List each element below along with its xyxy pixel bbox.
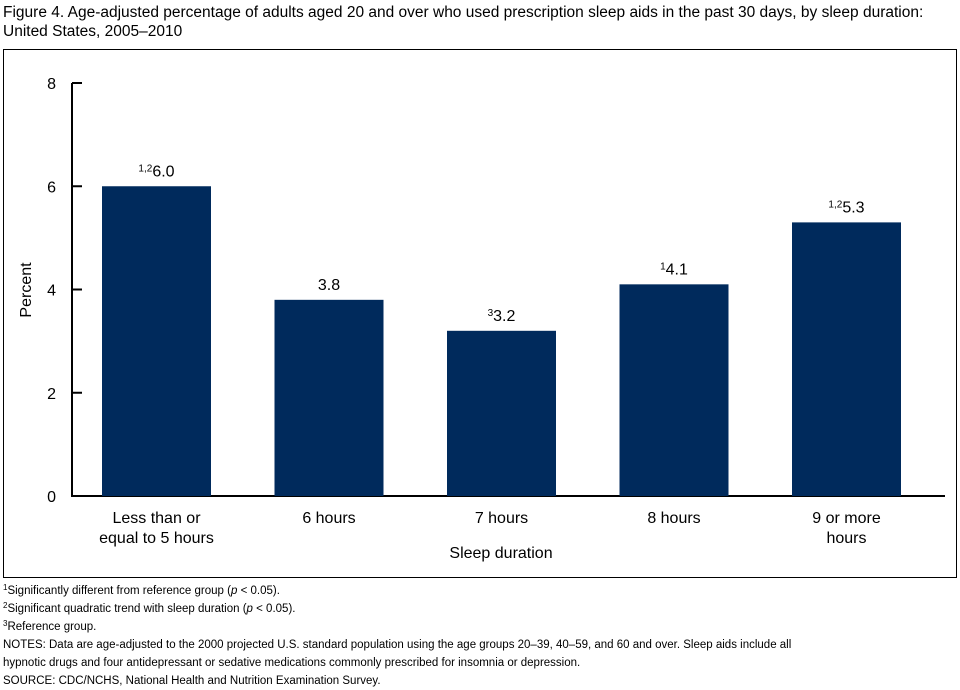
y-tick-label: 6 bbox=[47, 179, 56, 196]
chart-title: Figure 4. Age-adjusted percentage of adu… bbox=[3, 4, 924, 40]
x-axis-label: Sleep duration bbox=[449, 545, 552, 562]
p-symbol: p bbox=[230, 585, 238, 597]
notes-line: NOTES: Data are age-adjusted to the 2000… bbox=[3, 639, 792, 651]
data-label: 3.8 bbox=[318, 277, 340, 294]
footnote: 3Reference group. bbox=[3, 619, 97, 634]
footnote: 1Significantly different from reference … bbox=[3, 583, 280, 598]
data-label-superscript: 1,2 bbox=[138, 163, 152, 174]
data-label: 1,25.3 bbox=[828, 199, 864, 216]
y-tick-label: 2 bbox=[47, 386, 56, 403]
footnote-marker: 3 bbox=[3, 619, 8, 628]
y-tick-label: 8 bbox=[47, 76, 56, 93]
data-label-superscript: 1 bbox=[660, 261, 666, 272]
x-tick-label: 7 hours bbox=[475, 510, 528, 527]
data-label-superscript: 3 bbox=[488, 308, 494, 319]
data-label-value: 3.8 bbox=[318, 277, 340, 294]
chart-frame bbox=[3, 49, 957, 578]
x-tick-label: 9 or more bbox=[812, 510, 881, 527]
x-tick-label: Less than or bbox=[112, 510, 201, 527]
data-label-value: 3.2 bbox=[493, 308, 515, 325]
data-label-value: 4.1 bbox=[666, 261, 688, 278]
footnote-marker: 2 bbox=[3, 601, 8, 610]
bar bbox=[274, 299, 384, 496]
x-tick-label: 8 hours bbox=[647, 510, 700, 527]
source-note: SOURCE: CDC/NCHS, National Health and Nu… bbox=[3, 675, 381, 687]
y-axis-label: Percent bbox=[18, 262, 35, 318]
x-tick-label: equal to 5 hours bbox=[99, 530, 214, 547]
y-tick-label: 4 bbox=[47, 283, 56, 300]
data-label: 33.2 bbox=[488, 308, 516, 325]
notes-line: hypnotic drugs and four antidepressant o… bbox=[3, 657, 581, 669]
data-label-value: 6.0 bbox=[152, 163, 174, 180]
data-label: 14.1 bbox=[660, 261, 688, 278]
y-tick-label: 0 bbox=[47, 489, 56, 506]
footnote: 2Significant quadratic trend with sleep … bbox=[3, 601, 296, 616]
bar bbox=[619, 284, 729, 496]
x-tick-label: 6 hours bbox=[302, 510, 355, 527]
bar bbox=[102, 186, 211, 496]
data-label: 1,26.0 bbox=[138, 163, 174, 180]
chart-notes: 1Significantly different from reference … bbox=[3, 582, 958, 690]
data-label-superscript: 1,2 bbox=[828, 199, 842, 210]
data-label-value: 5.3 bbox=[842, 199, 864, 216]
p-symbol: p bbox=[246, 603, 253, 615]
bar bbox=[792, 222, 901, 496]
bar bbox=[447, 330, 556, 496]
footnote-marker: 1 bbox=[3, 583, 8, 592]
x-tick-label: hours bbox=[826, 530, 866, 547]
